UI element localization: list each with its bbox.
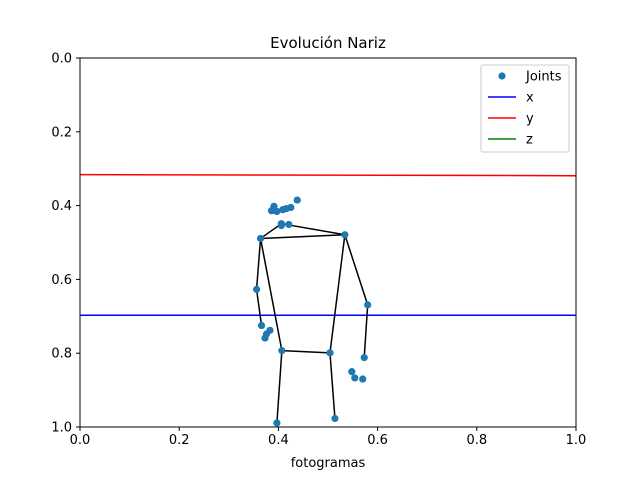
x-axis-label: fotogramas <box>291 456 366 471</box>
joint-point <box>261 334 269 342</box>
joint-point <box>278 347 286 355</box>
joint-point <box>285 220 293 229</box>
skeleton-segment <box>276 350 283 423</box>
joint-point <box>257 321 266 330</box>
skeleton-segment <box>329 234 346 353</box>
joint-point <box>341 231 349 239</box>
y-tick-label: 0.8 <box>51 347 72 362</box>
series-line-y <box>79 173 577 177</box>
x-tick-label: 0.4 <box>268 433 289 448</box>
legend-label: x <box>526 91 534 106</box>
joint-point <box>273 207 281 216</box>
y-tick-label: 0.4 <box>51 199 72 214</box>
joint-point <box>351 374 359 382</box>
x-tick-label: 0.2 <box>169 433 190 448</box>
skeleton-segment <box>281 349 331 354</box>
legend-marker-joints <box>498 72 506 80</box>
joint-point <box>326 349 334 357</box>
joint-point <box>267 207 276 215</box>
joint-point <box>279 206 287 214</box>
joint-point <box>256 234 265 243</box>
joint-point <box>273 419 281 427</box>
legend-label: y <box>526 112 534 127</box>
x-axis-ticks: 0.0 0.2 0.4 0.6 0.8 1.0 <box>70 427 587 448</box>
joint-point <box>348 368 356 376</box>
skeleton-segment <box>255 289 263 326</box>
y-tick-label: 1.0 <box>51 421 72 436</box>
series-lines <box>79 173 577 316</box>
legend-label: Joints <box>525 70 562 85</box>
chart-title: Evolución Nariz <box>270 34 386 52</box>
skeleton-segment <box>260 234 345 240</box>
joint-point <box>277 221 285 230</box>
joint-point <box>360 354 368 362</box>
joint-point <box>331 414 339 423</box>
x-tick-label: 0.6 <box>367 433 388 448</box>
skeleton-segment <box>363 304 369 358</box>
legend-box <box>480 64 570 153</box>
skeleton-segment <box>329 352 336 419</box>
x-tick-label: 0.8 <box>466 433 487 448</box>
joints-points <box>252 196 372 427</box>
y-tick-label: 0.6 <box>51 273 72 288</box>
plot-frame <box>79 57 577 428</box>
skeleton-segment <box>255 238 262 290</box>
joint-point <box>293 196 301 204</box>
skeleton-segment <box>259 238 283 351</box>
y-tick-label: 0.2 <box>51 125 72 140</box>
joint-point <box>359 375 367 383</box>
y-axis-ticks: 0.0 0.2 0.4 0.6 0.8 1.0 <box>51 52 80 436</box>
y-tick-label: 0.0 <box>51 52 72 67</box>
x-tick-label: 1.0 <box>566 433 587 448</box>
skeleton-segment <box>344 234 369 306</box>
legend-label: z <box>526 133 533 148</box>
skeleton <box>255 222 369 423</box>
joint-point <box>252 285 261 293</box>
joint-point <box>364 301 372 309</box>
x-tick-label: 0.0 <box>70 433 91 448</box>
legend: Joints xyz <box>480 64 570 153</box>
